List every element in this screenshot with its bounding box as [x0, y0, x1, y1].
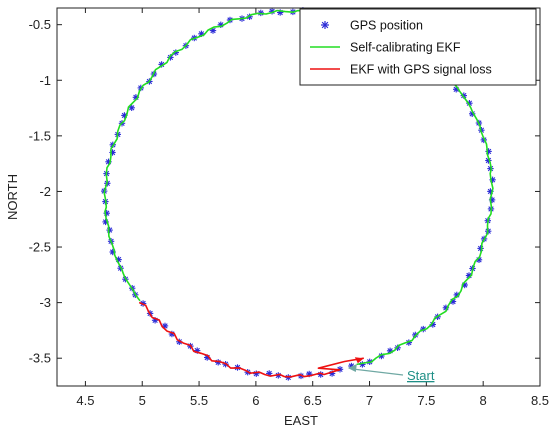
y-tick-label: -2.5: [29, 240, 51, 255]
gps-marker: [106, 226, 113, 234]
legend-label: GPS position: [350, 19, 423, 33]
y-tick-label: -3.5: [29, 351, 51, 366]
legend-entry: EKF with GPS signal loss: [310, 63, 492, 77]
legend-entry: Self-calibrating EKF: [310, 41, 461, 55]
x-tick-label: 6.5: [304, 393, 322, 408]
y-tick-label: -0.5: [29, 17, 51, 32]
x-tick-label: 7: [366, 393, 373, 408]
legend-label: Self-calibrating EKF: [350, 41, 461, 55]
x-tick-label: 6: [252, 393, 259, 408]
gps-marker: [176, 338, 183, 345]
axes-box: [56, 7, 541, 387]
x-tick-label: 7.5: [417, 393, 435, 408]
y-tick-label: -2: [39, 184, 51, 199]
start-arrowhead: [347, 363, 357, 372]
legend-gps-marker: [321, 21, 329, 29]
x-tick-label: 4.5: [76, 393, 94, 408]
gps-marker: [477, 245, 484, 252]
gps-marker: [161, 322, 169, 330]
x-tick-label: 8.5: [531, 393, 549, 408]
legend-label: EKF with GPS signal loss: [350, 63, 492, 77]
red-arrowhead: [354, 357, 364, 364]
legend: GPS position Self-calibrating EKF EKF with…: [299, 8, 537, 86]
x-tick-label: 5: [139, 393, 146, 408]
y-axis-label: NORTH: [5, 174, 20, 220]
start-annotation-label: Start: [407, 368, 435, 383]
y-tick-label: -1.5: [29, 128, 51, 143]
annotations: Start: [347, 363, 435, 383]
y-tick-label: -1: [39, 73, 51, 88]
axes: 4.5 5 5.5 6 6.5 7 7.5 8 8.5 -0.5 -1 -1.5 -2 -2.5 -3 -3.…: [29, 7, 549, 408]
x-tick-label: 5.5: [190, 393, 208, 408]
x-tick-label: 8: [480, 393, 487, 408]
legend-entry: GPS position: [321, 19, 423, 33]
start-arrow: [352, 368, 404, 376]
x-axis-label: EAST: [284, 413, 318, 428]
y-tick-label: -3: [39, 295, 51, 310]
ekf-gps-signal-loss-line: [138, 301, 364, 378]
